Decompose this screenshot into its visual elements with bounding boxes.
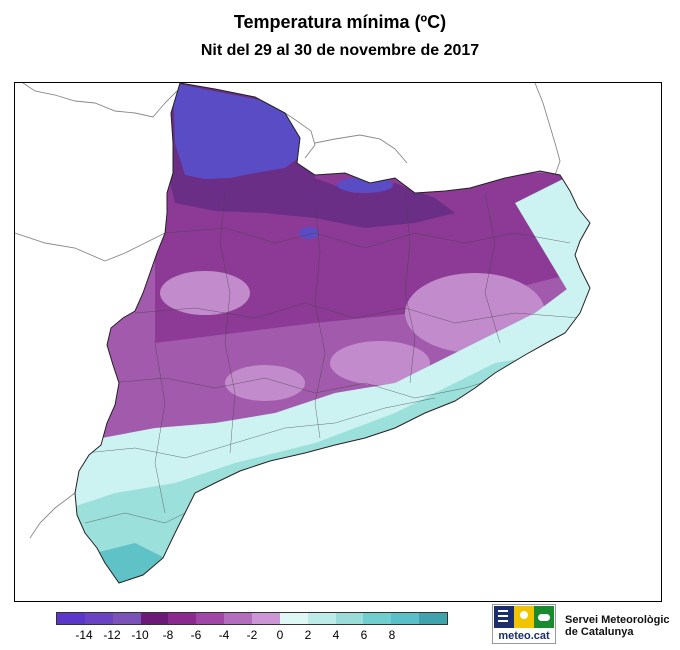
logo-cloud-icon: [534, 606, 554, 628]
legend-tick-label: 2: [304, 628, 312, 642]
legend-swatch: [252, 613, 280, 624]
legend-tick-label: -6: [190, 628, 202, 642]
map-region-peaks: [337, 177, 393, 193]
legend-tick-label: -12: [103, 628, 121, 642]
legend-swatch: [419, 613, 448, 624]
map-region-interior-mild: [160, 271, 250, 315]
legend-swatch: [335, 613, 364, 624]
legend-swatch: [279, 613, 308, 624]
temperature-map: [15, 83, 591, 584]
legend-swatch: [140, 613, 169, 624]
map-region-cold: [155, 173, 575, 343]
legend-tick-label: -2: [246, 628, 258, 642]
map-frame: [14, 82, 662, 602]
legend-tick-label: 6: [360, 628, 368, 642]
legend-tick-label: -4: [218, 628, 230, 642]
logo-sun-icon: [514, 606, 534, 628]
legend-swatch: [307, 613, 336, 624]
legend-tick-label: -10: [131, 628, 149, 642]
map-region-delta: [85, 543, 175, 583]
legend-swatch: [57, 613, 85, 624]
logo-bars-icon: [494, 606, 514, 628]
legend-swatch: [112, 613, 141, 624]
map-region-ne: [515, 173, 590, 303]
legend-color-bar: [56, 612, 448, 625]
legend-tick-labels: -14 -12 -10 -8 -6 -4 -2 0 2 4 6 8: [56, 628, 448, 644]
legend-tick-label: -14: [75, 628, 93, 642]
map-region-interior-mild: [330, 341, 430, 385]
map-region-interior-mild: [225, 365, 305, 401]
legend-swatch: [168, 613, 197, 624]
legend-swatch: [363, 613, 392, 624]
legend-swatch: [224, 613, 253, 624]
legend-tick-label: 8: [388, 628, 396, 642]
legend-tick-label: 0: [276, 628, 284, 642]
organization-name: Servei Meteorològic de Catalunya: [565, 614, 670, 638]
organization-line-1: Servei Meteorològic: [565, 614, 670, 626]
map-region-peaks: [299, 227, 319, 239]
legend-swatch: [84, 613, 113, 624]
logo-color-cells: [494, 606, 554, 628]
legend-tick-label: 4: [332, 628, 340, 642]
logo-text: meteo.cat: [498, 630, 550, 642]
legend-tick-label: -8: [162, 628, 174, 642]
legend-swatch: [196, 613, 225, 624]
map-region-peaks: [173, 83, 305, 179]
map-subtitle: Nit del 29 al 30 de novembre de 2017: [200, 42, 480, 59]
organization-line-2: de Catalunya: [565, 626, 634, 638]
map-title: Temperatura mínima (ºC): [233, 12, 447, 32]
legend-swatch: [391, 613, 420, 624]
meteocat-logo: meteo.cat: [492, 604, 556, 644]
